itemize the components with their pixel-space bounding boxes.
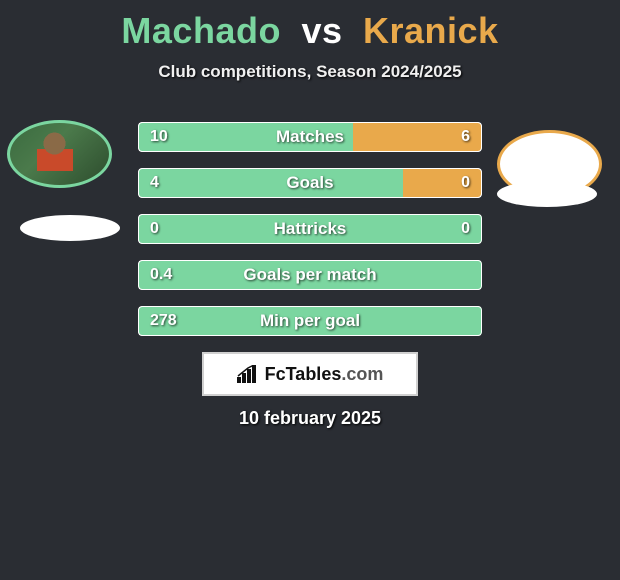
stat-row: 0.4Goals per match — [138, 260, 482, 290]
player1-team-pill — [20, 215, 120, 241]
brand-name: FcTables — [265, 364, 342, 384]
stat-bar-left — [138, 306, 482, 336]
stat-row: 0Hattricks0 — [138, 214, 482, 244]
brand-chart-icon — [237, 365, 259, 383]
player1-avatar — [7, 120, 112, 188]
stat-row: 4Goals0 — [138, 168, 482, 198]
stat-bar-left — [138, 168, 403, 198]
card-date: 10 february 2025 — [0, 408, 620, 429]
brand-text: FcTables.com — [265, 364, 384, 385]
stat-bar-right — [403, 168, 482, 198]
stat-row: 278Min per goal — [138, 306, 482, 336]
stat-bar-left — [138, 214, 482, 244]
stat-bars: 10Matches6 4Goals0 0Hattricks0 0.4Goals per… — [138, 122, 482, 352]
comparison-card: Machado vs Kranick Club competitions, Se… — [0, 0, 620, 580]
vs-separator: vs — [301, 10, 342, 51]
stat-bar-left — [138, 260, 482, 290]
card-subtitle: Club competitions, Season 2024/2025 — [0, 62, 620, 82]
stat-row: 10Matches6 — [138, 122, 482, 152]
brand-domain: .com — [341, 364, 383, 384]
player1-name: Machado — [121, 10, 281, 51]
brand-box: FcTables.com — [202, 352, 418, 396]
player2-team-pill — [497, 181, 597, 207]
player2-name: Kranick — [363, 10, 499, 51]
stat-bar-left — [138, 122, 353, 152]
stat-bar-right — [353, 122, 482, 152]
card-title: Machado vs Kranick — [0, 0, 620, 52]
